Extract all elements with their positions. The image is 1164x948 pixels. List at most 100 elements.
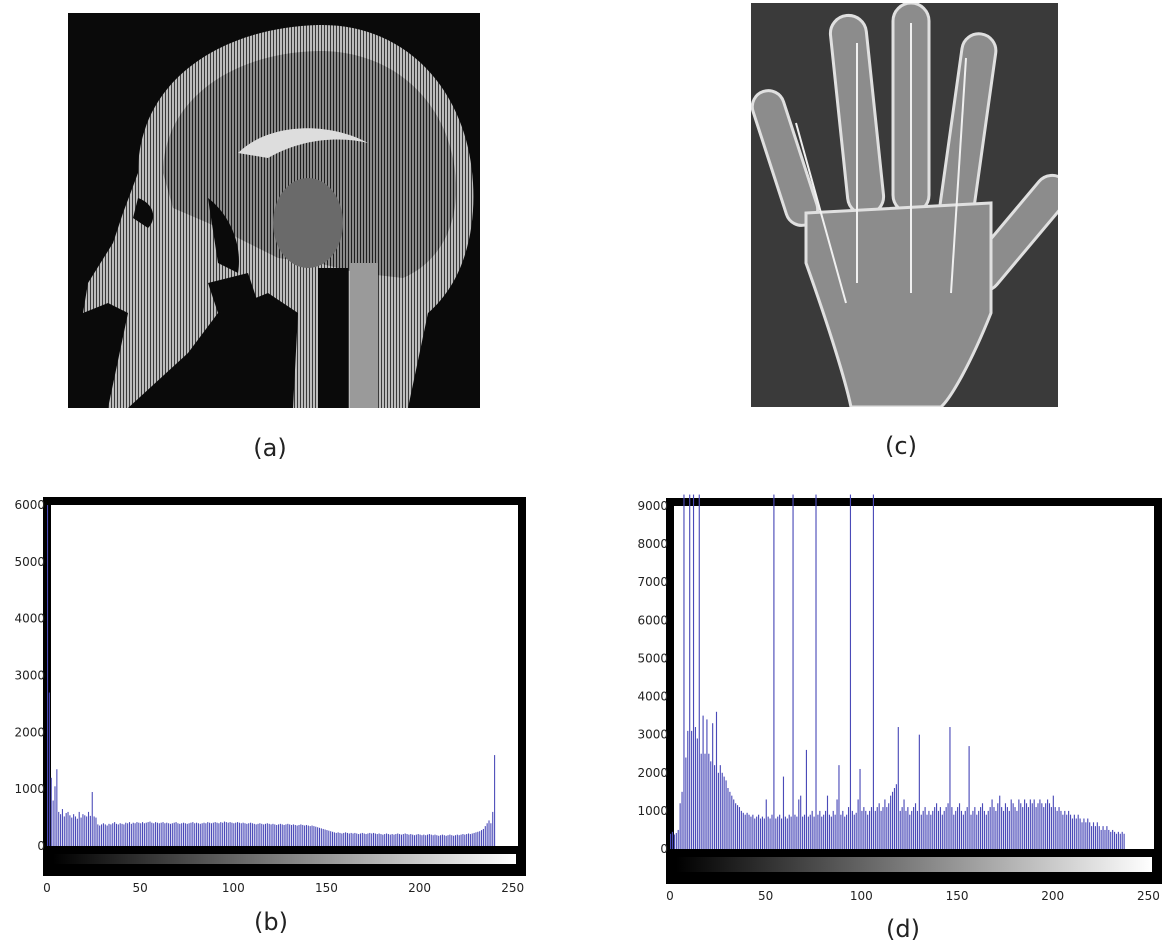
histogram-bar bbox=[67, 811, 69, 846]
histogram-bar bbox=[1018, 799, 1020, 849]
histogram-bar bbox=[1066, 814, 1068, 849]
histogram-bar bbox=[1075, 818, 1077, 849]
histogram-bar bbox=[408, 834, 410, 846]
histogram-bar bbox=[216, 822, 218, 846]
histogram-bar bbox=[744, 814, 746, 849]
histogram-bar bbox=[893, 788, 896, 849]
histogram-bar bbox=[358, 834, 360, 846]
histogram-bar bbox=[104, 824, 106, 846]
histogram-bar bbox=[773, 494, 775, 849]
histogram-bar bbox=[276, 824, 278, 846]
histogram-bar bbox=[991, 799, 993, 849]
histogram-bar bbox=[87, 811, 90, 846]
histogram-bar bbox=[999, 795, 1001, 849]
histogram-bar bbox=[417, 834, 419, 846]
histogram-bar bbox=[826, 795, 829, 849]
histogram-bar bbox=[413, 835, 416, 846]
histogram-bar bbox=[283, 824, 285, 846]
histogram-bar bbox=[934, 807, 936, 849]
y-tick-label: 2000 bbox=[637, 766, 668, 780]
histogram-bar bbox=[199, 823, 201, 846]
histogram-bar bbox=[402, 834, 404, 846]
histogram-bar bbox=[115, 823, 117, 846]
histogram-bar bbox=[1087, 818, 1089, 849]
histogram-bar bbox=[729, 791, 731, 849]
histogram-bar bbox=[348, 833, 350, 846]
histogram-bar bbox=[803, 814, 806, 849]
histogram-bar bbox=[759, 818, 762, 849]
histogram-bar bbox=[987, 810, 989, 849]
histogram-bar bbox=[715, 711, 718, 849]
histogram-bar bbox=[218, 823, 220, 846]
histogram-bar bbox=[268, 823, 270, 846]
histogram-bar bbox=[1058, 807, 1060, 849]
histogram-bar bbox=[169, 823, 172, 846]
histogram-bar bbox=[857, 799, 859, 849]
histogram-bar bbox=[802, 816, 804, 849]
histogram-bar bbox=[1073, 814, 1075, 849]
histogram-bar bbox=[960, 810, 963, 849]
histogram-bar bbox=[257, 823, 259, 846]
histogram-bar bbox=[225, 822, 227, 846]
histogram-bar bbox=[322, 828, 324, 846]
grayscale-colorbar bbox=[53, 854, 516, 864]
histogram-bar bbox=[673, 834, 675, 849]
histogram-bar bbox=[1069, 814, 1072, 849]
histogram-bar bbox=[750, 816, 752, 849]
histogram-bar bbox=[415, 834, 417, 846]
histogram-bar bbox=[918, 734, 920, 849]
histogram-b: 0 1000 2000 3000 4000 5000 6000 0 50 100 150 200 250 bbox=[14, 497, 526, 895]
histogram-bar bbox=[1031, 803, 1033, 849]
histogram-bar bbox=[58, 811, 60, 846]
histogram-bar bbox=[400, 834, 402, 846]
histogram-bar bbox=[689, 494, 691, 849]
histogram-bar bbox=[192, 822, 194, 846]
histogram-bar bbox=[970, 814, 972, 849]
histogram-bar bbox=[692, 494, 695, 849]
histogram-bar bbox=[119, 823, 121, 846]
histogram-bar bbox=[482, 828, 484, 846]
histogram-bar bbox=[372, 832, 375, 846]
x-tick-label: 150 bbox=[315, 881, 338, 895]
histogram-bar bbox=[171, 823, 173, 846]
histogram-bar bbox=[993, 807, 995, 849]
y-tick-label: 7000 bbox=[637, 575, 668, 589]
histogram-bar bbox=[369, 832, 371, 846]
histogram-bar bbox=[333, 832, 335, 846]
histogram-bar bbox=[451, 835, 453, 846]
histogram-bar bbox=[1002, 810, 1005, 849]
histogram-bar bbox=[1096, 822, 1098, 849]
histogram-bar bbox=[1119, 833, 1121, 849]
histogram-bar bbox=[769, 818, 771, 849]
histogram-bar bbox=[731, 795, 733, 849]
y-tick-label: 4000 bbox=[14, 612, 45, 626]
histogram-bar bbox=[490, 823, 492, 846]
histogram-bar bbox=[54, 786, 56, 846]
histogram-bar bbox=[1100, 829, 1102, 849]
histogram-bar bbox=[958, 803, 961, 849]
histogram-bar bbox=[995, 810, 997, 849]
histogram-bar bbox=[460, 834, 462, 846]
histogram-bar bbox=[828, 814, 830, 849]
histogram-bar bbox=[685, 757, 687, 849]
histogram-bar bbox=[901, 807, 903, 849]
histogram-bar bbox=[492, 811, 494, 846]
histogram-bar bbox=[861, 810, 863, 849]
histogram-bar bbox=[209, 822, 211, 846]
histogram-bar bbox=[851, 810, 853, 849]
caption-c: (c) bbox=[885, 432, 917, 460]
histogram-bar bbox=[156, 822, 158, 846]
histogram-bar bbox=[443, 835, 445, 846]
histogram-bar bbox=[250, 822, 252, 846]
histogram-bar bbox=[1037, 803, 1039, 849]
histogram-bar bbox=[196, 822, 198, 846]
histogram-bar bbox=[1121, 831, 1123, 849]
histogram-bar bbox=[93, 816, 95, 846]
histogram-bar bbox=[410, 834, 412, 846]
histogram-bar bbox=[1056, 810, 1058, 849]
histogram-bar bbox=[261, 823, 263, 846]
histogram-bar bbox=[458, 835, 460, 846]
histogram-bar bbox=[71, 817, 73, 846]
histogram-bar bbox=[1039, 799, 1041, 849]
histogram-bar bbox=[840, 814, 842, 849]
